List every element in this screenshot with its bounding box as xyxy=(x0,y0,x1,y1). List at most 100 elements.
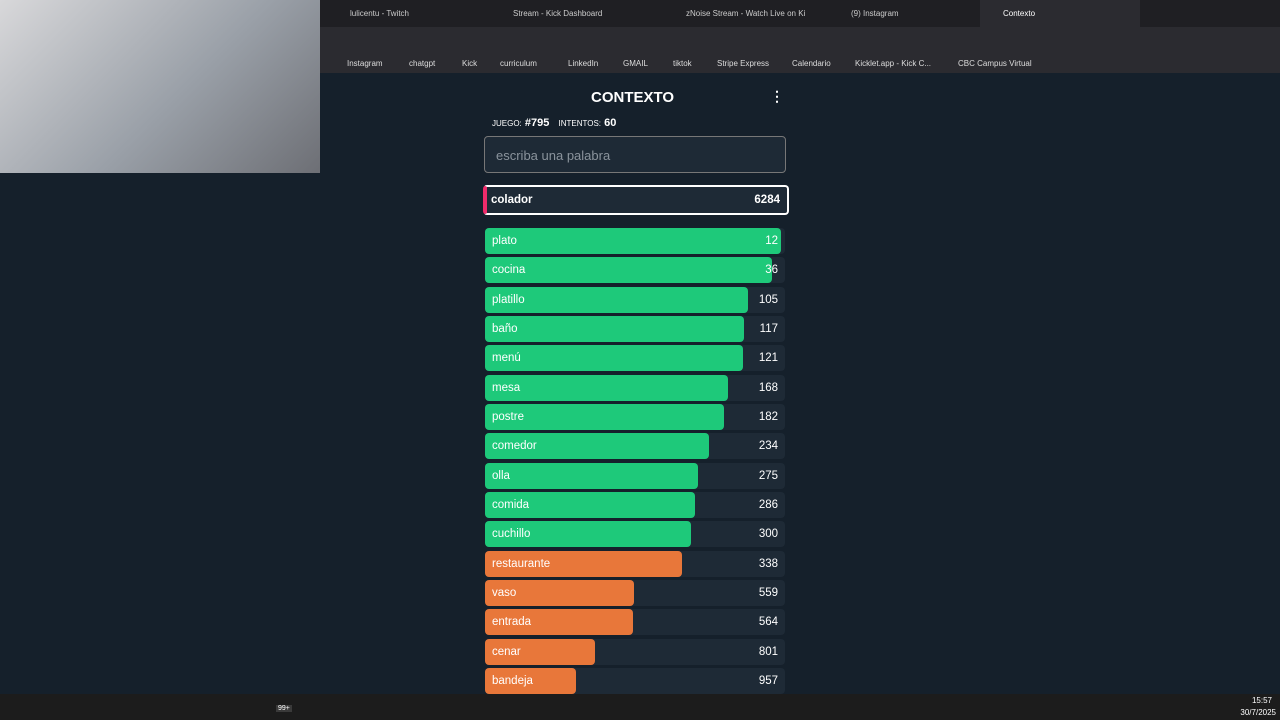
distance-bar xyxy=(485,667,576,694)
active-tab xyxy=(980,0,1140,27)
tab[interactable]: Contexto xyxy=(1003,9,1036,18)
distance-bar xyxy=(485,228,781,254)
guess-distance: 121 xyxy=(758,352,778,365)
guess-row: platillo 105 xyxy=(485,286,785,313)
guess-distance: 105 xyxy=(758,293,778,306)
guess-word: entrada xyxy=(492,616,532,629)
tab[interactable]: zNoise Stream - Watch Live on Ki xyxy=(686,9,806,18)
guess-distance: 564 xyxy=(758,616,778,629)
distance-bar xyxy=(485,579,635,606)
guess-distance: 300 xyxy=(758,528,778,541)
guess-row: comida 286 xyxy=(485,491,785,518)
tab[interactable]: (9) Instagram xyxy=(851,9,899,18)
guess-distance: 182 xyxy=(758,410,778,423)
bookmark[interactable]: Stripe Express xyxy=(717,59,770,68)
guess-row: cuchillo 300 xyxy=(485,521,785,548)
bookmark[interactable]: tiktok xyxy=(673,59,692,68)
clock-time: 15:57 xyxy=(1251,696,1272,705)
guess-row: bandeja 957 xyxy=(485,667,785,694)
guess-row: baño 117 xyxy=(485,315,785,342)
guess-row: restaurante 338 xyxy=(485,550,785,577)
guess-distance: 559 xyxy=(758,586,778,599)
clock-date: 30/7/2025 xyxy=(1240,708,1276,717)
distance-bar xyxy=(485,521,692,548)
bookmark[interactable]: curriculum xyxy=(500,59,537,68)
guess-row: cocina 36 xyxy=(485,257,785,284)
guess-row: postre 182 xyxy=(485,403,785,430)
guess-row: mesa 168 xyxy=(485,374,785,401)
bookmark[interactable]: CBC Campus Virtual xyxy=(958,59,1032,68)
distance-bar xyxy=(485,345,743,372)
guess-word: comedor xyxy=(492,440,537,453)
distance-bar xyxy=(485,315,745,342)
distance-bar xyxy=(485,286,749,313)
game-label: JUEGO: xyxy=(492,119,522,128)
guess-word: menú xyxy=(492,352,521,365)
guess-word: postre xyxy=(492,410,524,423)
guess-distance: 286 xyxy=(758,498,778,511)
notif-badge: 99+ xyxy=(276,705,292,712)
guess-distance: 117 xyxy=(759,322,778,335)
bookmark[interactable]: Kicklet.app - Kick C... xyxy=(855,59,932,68)
guess-word: cuchillo xyxy=(492,528,531,541)
guess-word: plato xyxy=(492,235,517,247)
last-guess: colador 6284 xyxy=(483,185,789,215)
attempts: 60 xyxy=(604,117,617,129)
guess-word: cocina xyxy=(492,264,526,277)
bookmark[interactable]: chatgpt xyxy=(409,59,436,68)
menu-button[interactable]: ⋮ xyxy=(770,88,784,104)
bookmarks-bar: Instagram chatgpt Kick curriculum LinkedIn GM… xyxy=(0,53,1280,73)
tab[interactable]: Stream - Kick Dashboard xyxy=(513,9,603,18)
guess-word: cenar xyxy=(492,645,521,658)
guess-row: vaso 559 xyxy=(485,579,785,606)
guess-distance: 12 xyxy=(765,235,778,247)
distance-bar xyxy=(485,403,724,430)
taskbar: 99+ 15:57 30/7/2025 xyxy=(0,694,1280,720)
guess-distance: 36 xyxy=(765,264,778,277)
guess-distance: 801 xyxy=(758,645,778,658)
game-info: JUEGO: #795 INTENTOS: 60 xyxy=(492,117,616,129)
distance-bar xyxy=(485,462,698,489)
bookmark[interactable]: Instagram xyxy=(347,59,383,68)
guess-row: olla 275 xyxy=(485,462,785,489)
guess-distance: 168 xyxy=(758,381,778,394)
distance-bar xyxy=(485,550,682,577)
attempts-label: INTENTOS: xyxy=(558,119,602,128)
guess-word: baño xyxy=(492,322,518,335)
guess-row: comedor 234 xyxy=(485,433,785,460)
guess-distance: 957 xyxy=(758,674,778,687)
distance-bar xyxy=(485,433,709,460)
distance-bar xyxy=(485,638,596,665)
guess-word: comida xyxy=(492,498,530,511)
placeholder: escriba una palabra xyxy=(496,148,611,163)
bookmark[interactable]: Calendario xyxy=(792,59,831,68)
guess-row: plato 12 xyxy=(485,228,785,254)
guess-word: platillo xyxy=(492,293,525,306)
distance-bar xyxy=(485,257,772,284)
bookmark[interactable]: Kick xyxy=(462,59,478,68)
guess-row: entrada 564 xyxy=(485,609,785,636)
last-guess-word: colador xyxy=(491,194,533,206)
tab[interactable]: lulicentu - Twitch xyxy=(350,9,409,18)
distance-bar xyxy=(485,491,695,518)
guess-distance: 275 xyxy=(758,469,778,482)
last-guess-distance: 6284 xyxy=(754,194,780,206)
guess-word: olla xyxy=(492,469,510,482)
webcam-overlay xyxy=(0,0,320,173)
game-number: #795 xyxy=(524,117,550,129)
word-input[interactable]: escriba una palabra xyxy=(484,136,786,173)
guess-word: vaso xyxy=(492,586,517,599)
distance-bar xyxy=(485,374,729,401)
guess-row: cenar 801 xyxy=(485,638,785,665)
bookmark[interactable]: LinkedIn xyxy=(568,59,599,68)
guess-distance: 338 xyxy=(758,557,778,570)
guess-word: restaurante xyxy=(492,557,551,570)
game-title: CONTEXTO xyxy=(591,89,675,106)
bookmark[interactable]: GMAIL xyxy=(623,59,648,68)
guess-word: mesa xyxy=(492,381,521,394)
guess-word: bandeja xyxy=(492,674,533,687)
guess-distance: 234 xyxy=(758,440,778,453)
guess-row: menú 121 xyxy=(485,345,785,372)
distance-bar xyxy=(485,609,634,636)
